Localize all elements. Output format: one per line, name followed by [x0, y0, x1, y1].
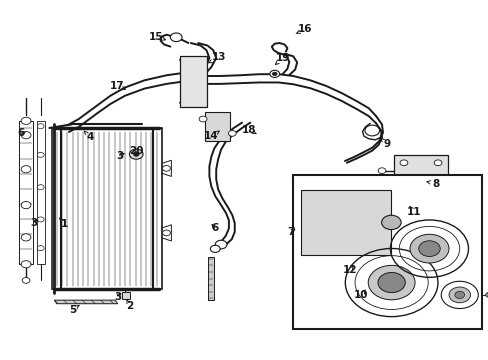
Circle shape	[37, 217, 44, 222]
Text: 3: 3	[114, 292, 121, 302]
Circle shape	[162, 166, 170, 171]
Circle shape	[399, 160, 407, 166]
Polygon shape	[54, 300, 118, 304]
Circle shape	[210, 245, 220, 252]
Circle shape	[228, 131, 236, 136]
Text: 9: 9	[383, 139, 389, 149]
Bar	[293, 175, 482, 329]
Circle shape	[21, 117, 31, 125]
Bar	[19, 121, 33, 264]
Circle shape	[448, 287, 469, 303]
Circle shape	[21, 202, 31, 209]
Circle shape	[37, 246, 44, 251]
Circle shape	[399, 196, 407, 202]
Text: 7: 7	[286, 227, 294, 237]
Circle shape	[199, 116, 206, 122]
Circle shape	[409, 234, 448, 263]
Circle shape	[21, 234, 31, 241]
Text: 5: 5	[69, 305, 76, 315]
Text: 10: 10	[353, 291, 368, 301]
Circle shape	[133, 152, 139, 156]
Circle shape	[269, 70, 279, 77]
Bar	[37, 121, 44, 264]
Circle shape	[21, 166, 31, 173]
Circle shape	[433, 160, 441, 166]
Bar	[300, 190, 390, 255]
Text: 3: 3	[116, 150, 123, 161]
Text: 19: 19	[275, 53, 289, 63]
Circle shape	[367, 265, 414, 300]
Bar	[179, 55, 206, 107]
Text: 3: 3	[30, 218, 38, 228]
Text: 12: 12	[342, 265, 356, 275]
Bar	[52, 128, 161, 289]
Text: 20: 20	[129, 145, 143, 156]
Circle shape	[454, 291, 464, 298]
Text: 2: 2	[126, 301, 133, 311]
Text: 14: 14	[203, 131, 218, 141]
Polygon shape	[207, 257, 213, 300]
Circle shape	[37, 185, 44, 190]
Text: 13: 13	[211, 52, 226, 62]
Text: 17: 17	[109, 81, 124, 91]
Circle shape	[21, 132, 31, 139]
Text: 4: 4	[86, 132, 93, 142]
Text: 18: 18	[242, 125, 256, 135]
Circle shape	[377, 273, 405, 293]
Circle shape	[377, 188, 385, 194]
Text: 11: 11	[406, 207, 420, 217]
Text: 8: 8	[431, 179, 439, 189]
Text: 6: 6	[211, 224, 219, 233]
Circle shape	[272, 72, 277, 76]
Text: 16: 16	[298, 24, 312, 35]
Circle shape	[162, 230, 170, 236]
Circle shape	[215, 240, 226, 249]
Bar	[393, 155, 447, 207]
Circle shape	[433, 196, 441, 202]
Circle shape	[22, 278, 30, 283]
Circle shape	[381, 215, 400, 230]
Text: 15: 15	[148, 32, 163, 41]
Text: 6: 6	[18, 128, 25, 138]
Circle shape	[21, 261, 31, 268]
Bar	[122, 292, 130, 300]
Bar	[205, 112, 229, 140]
Text: 1: 1	[61, 219, 67, 229]
Circle shape	[485, 292, 488, 297]
Circle shape	[129, 149, 143, 159]
Circle shape	[170, 33, 182, 41]
Circle shape	[37, 124, 44, 129]
Circle shape	[418, 241, 439, 257]
Circle shape	[377, 168, 385, 174]
Circle shape	[37, 152, 44, 157]
